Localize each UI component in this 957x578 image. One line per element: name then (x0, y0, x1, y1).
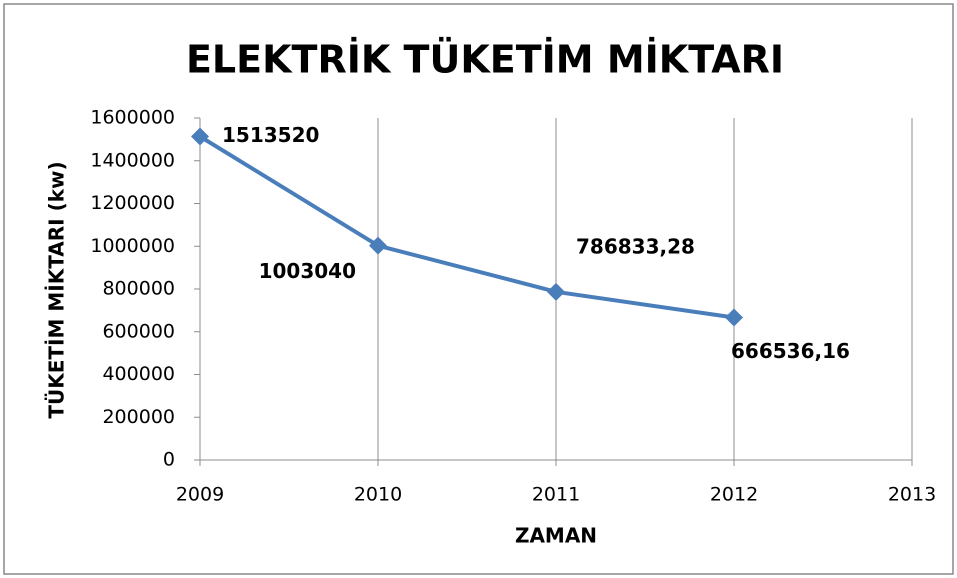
chart-title: ELEKTRİK TÜKETİM MİKTARI (186, 38, 784, 82)
x-tick-label: 2009 (176, 484, 224, 506)
x-tick-label: 2011 (532, 484, 580, 506)
data-marker (369, 236, 387, 255)
y-tick-label: 200000 (102, 406, 175, 428)
data-marker (725, 308, 743, 327)
y-tick-label: 1200000 (90, 192, 175, 214)
x-tick-label: 2010 (354, 484, 402, 506)
y-tick-label: 800000 (102, 278, 175, 300)
data-label: 786833,28 (576, 234, 695, 258)
x-tick-label: 2012 (710, 484, 758, 506)
data-marker (191, 127, 209, 146)
y-tick-label: 1600000 (90, 107, 175, 129)
y-tick-label: 400000 (102, 363, 175, 385)
y-tick-label: 1400000 (90, 149, 175, 171)
data-label: 666536,16 (731, 339, 850, 363)
x-axis-label: ZAMAN (515, 524, 597, 548)
data-line (198, 134, 735, 320)
data-marker (547, 282, 565, 301)
y-tick-label: 600000 (102, 320, 175, 342)
chart-frame (3, 3, 954, 575)
x-tick-label: 2013 (888, 484, 936, 506)
data-label: 1513520 (222, 123, 319, 147)
y-tick-label: 0 (163, 449, 175, 471)
data-label: 1003040 (259, 259, 356, 283)
y-tick-label: 1000000 (90, 235, 175, 257)
y-axis-label: TÜKETİM MİKTARI (kw) (45, 161, 69, 418)
